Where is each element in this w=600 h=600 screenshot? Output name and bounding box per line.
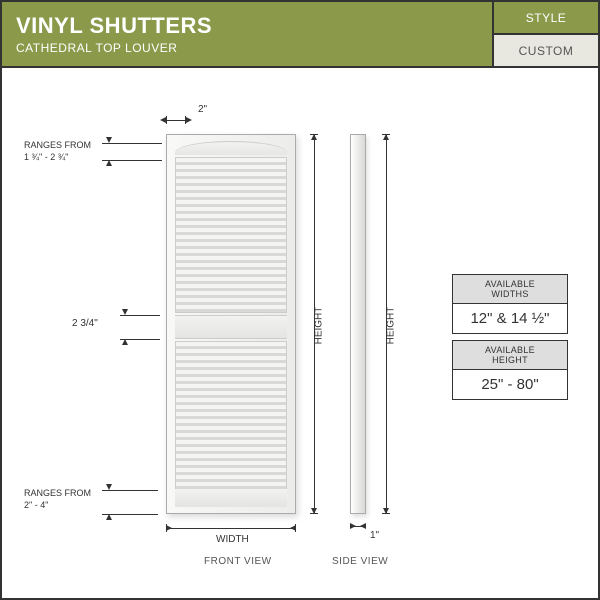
bottom-rail [175,489,287,507]
arrow-icon [360,523,366,529]
dim-line [102,143,158,144]
dim-tick [154,143,162,144]
available-heights-value: 25" - 80" [453,370,567,399]
mid-rail-label: 2 3/4" [72,318,98,329]
frame-depth-label: 2" [198,104,207,115]
arrow-icon [106,514,112,520]
louver-panel-top [175,157,287,313]
bottom-range-label: RANGES FROM [24,488,91,500]
arrow-icon [122,339,128,345]
arrow-icon [311,508,317,514]
top-range-value: 1 ¾" - 2 ¾" [24,152,91,164]
diagram-area: 2" RANGES FROM 1 ¾" - 2 ¾" 2 3/4" RANGES… [2,68,598,600]
bottom-range: RANGES FROM 2" - 4" [24,488,91,511]
arrow-icon [106,160,112,166]
header: VINYL SHUTTERS CATHEDRAL TOP LOUVER STYL… [2,2,598,68]
side-shutter [350,134,366,514]
dim-line [166,120,186,121]
available-widths-box: AVAILABLE WIDTHS 12" & 14 ½" [452,274,568,334]
arrow-icon [290,525,296,531]
dim-tick [154,160,162,161]
height-label-front: HEIGHT [313,307,324,345]
custom-label: CUSTOM [492,35,598,68]
available-heights-head: AVAILABLE HEIGHT [453,341,567,370]
width-label: WIDTH [216,534,249,545]
header-right: STYLE CUSTOM [492,2,598,68]
bottom-range-value: 2" - 4" [24,500,91,512]
top-range: RANGES FROM 1 ¾" - 2 ¾" [24,140,91,163]
cathedral-top [175,141,287,155]
dim-tick [166,116,167,124]
arrow-icon [122,309,128,315]
available-widths-head: AVAILABLE WIDTHS [453,275,567,304]
side-depth-label: 1" [370,530,379,541]
dim-line [102,490,158,491]
header-left: VINYL SHUTTERS CATHEDRAL TOP LOUVER [2,2,492,68]
arrow-icon [383,134,389,140]
product-subtitle: CATHEDRAL TOP LOUVER [16,41,478,55]
height-label-side: HEIGHT [385,307,396,345]
side-view-label: SIDE VIEW [332,556,388,567]
spec-sheet: VINYL SHUTTERS CATHEDRAL TOP LOUVER STYL… [0,0,600,600]
dim-line [120,315,160,316]
top-range-label: RANGES FROM [24,140,91,152]
louver-panel-bottom [175,341,287,491]
arrow-icon [311,134,317,140]
arrow-icon [106,137,112,143]
style-label: STYLE [492,2,598,35]
available-widths-value: 12" & 14 ½" [453,304,567,333]
arrow-icon [160,117,166,123]
arrow-icon [166,525,172,531]
available-heights-box: AVAILABLE HEIGHT 25" - 80" [452,340,568,400]
arrow-icon [106,484,112,490]
front-shutter [166,134,296,514]
front-view-label: FRONT VIEW [204,556,272,567]
arrow-icon [186,117,192,123]
mid-rail [175,315,287,339]
width-line [166,528,296,529]
arrow-icon [350,523,356,529]
product-title: VINYL SHUTTERS [16,13,478,39]
arrow-icon [383,508,389,514]
